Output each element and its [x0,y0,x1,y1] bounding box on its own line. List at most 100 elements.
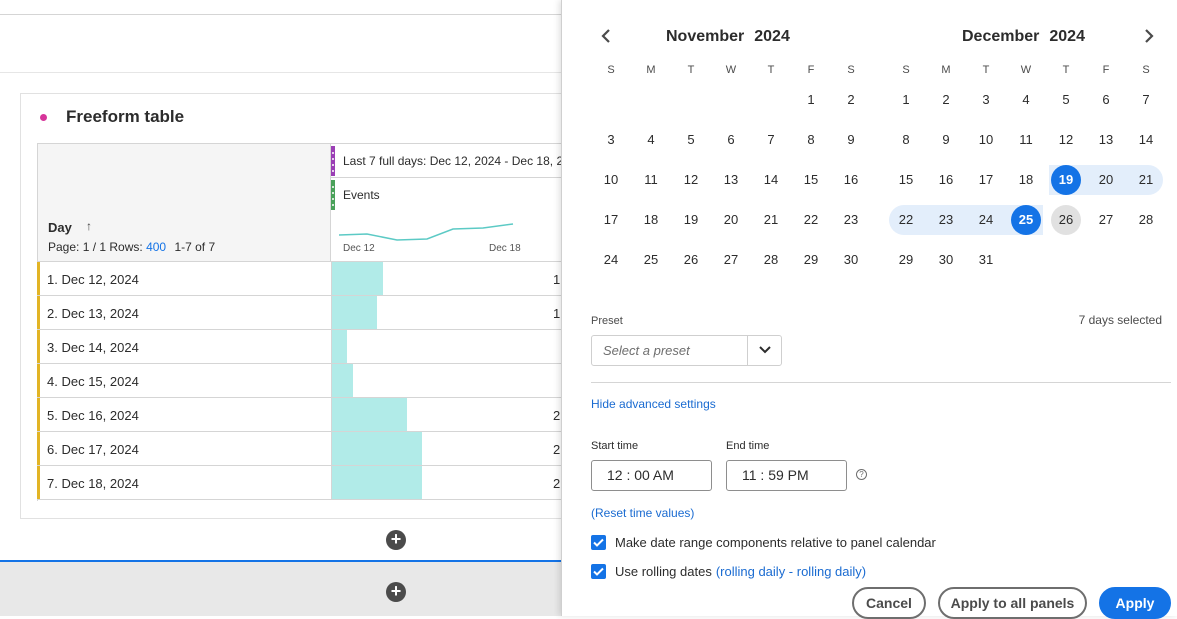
chevron-down-icon[interactable] [747,336,782,365]
calendar-day[interactable]: 29 [803,252,819,267]
metric-header[interactable]: Events [331,177,561,212]
calendar-day[interactable]: 15 [803,172,819,187]
dimension-header[interactable]: Day ↑ Page: 1 / 1 Rows: 400 1-7 of 7 [37,211,331,262]
calendar-day[interactable]: 10 [978,132,994,147]
calendar-day[interactable]: 4 [1022,92,1030,107]
table-row[interactable]: 2. Dec 13, 2024 1, [37,296,561,330]
calendar-day[interactable]: 23 [843,212,859,227]
calendar-day[interactable]: 16 [938,172,954,187]
calendar-day[interactable]: 22 [898,212,914,227]
cancel-button[interactable]: Cancel [852,587,926,619]
end-time-input[interactable]: 11 : 59 PM [726,460,847,491]
calendar-day[interactable]: 8 [902,132,910,147]
calendar-day[interactable]: 14 [1138,132,1154,147]
segment-drag-handle[interactable] [331,146,335,176]
table-row[interactable]: 3. Dec 14, 2024 [37,330,561,364]
calendar-day[interactable]: 13 [1098,132,1114,147]
panel-title[interactable]: Freeform table [66,107,185,126]
calendar-day[interactable]: 18 [643,212,659,227]
column-separator [331,296,332,330]
calendar-day[interactable]: 6 [1102,92,1110,107]
calendar-day[interactable]: 19 [683,212,699,227]
calendar-day[interactable]: 11 [1019,132,1033,147]
calendar-day[interactable]: 12 [683,172,699,187]
calendar-day[interactable]: 14 [763,172,779,187]
calendar-day[interactable]: 28 [763,252,779,267]
rolling-dates-link[interactable]: (rolling daily - rolling daily) [715,564,867,579]
table-row[interactable]: 5. Dec 16, 2024 2 [37,398,561,432]
calendar-day[interactable]: 9 [942,132,950,147]
calendar-day[interactable]: 5 [1062,92,1070,107]
calendar-day[interactable]: 8 [807,132,815,147]
column-separator [331,330,332,364]
rolling-dates-checkbox[interactable] [591,564,606,579]
table-row[interactable]: 6. Dec 17, 2024 2, [37,432,561,466]
metric-drag-handle[interactable] [331,180,335,210]
calendar-day[interactable]: 16 [843,172,859,187]
calendar-day[interactable]: 20 [723,212,739,227]
calendar-day[interactable]: 2 [942,92,950,107]
chevron-right-icon[interactable] [1137,24,1161,50]
sort-ascending-icon[interactable]: ↑ [86,219,92,233]
table-row[interactable]: 4. Dec 15, 2024 [37,364,561,398]
weekday-header: M [646,64,656,76]
calendar-day[interactable]: 26 [1051,205,1081,235]
calendar-day[interactable]: 26 [683,252,699,267]
table-row[interactable]: 1. Dec 12, 2024 1, [37,262,561,296]
calendar-day[interactable]: 27 [723,252,739,267]
calendar-day[interactable]: 5 [687,132,695,147]
info-icon[interactable]: ? [856,469,867,480]
calendar-day[interactable]: 27 [1098,212,1114,227]
calendar-day[interactable]: 3 [607,132,615,147]
apply-to-all-panels-button[interactable]: Apply to all panels [938,587,1087,619]
calendar-day[interactable]: 17 [603,212,619,227]
calendar-day[interactable]: 25 [643,252,659,267]
calendar-day[interactable]: 10 [603,172,619,187]
calendar-day[interactable]: 23 [938,212,954,227]
calendar-day[interactable]: 12 [1058,132,1074,147]
apply-button[interactable]: Apply [1099,587,1171,619]
calendar-day[interactable]: 11 [644,172,658,187]
calendar-day[interactable]: 30 [938,252,954,267]
preset-dropdown[interactable] [591,335,782,366]
calendar-day[interactable]: 20 [1098,172,1114,187]
calendar-day[interactable]: 7 [1142,92,1150,107]
calendar-day[interactable]: 24 [978,212,994,227]
calendar-day[interactable]: 30 [843,252,859,267]
chevron-left-icon[interactable] [594,24,618,50]
calendar-day[interactable]: 17 [978,172,994,187]
table-row[interactable]: 7. Dec 18, 2024 2, [37,466,561,500]
calendar-day[interactable]: 15 [898,172,914,187]
add-panel-icon[interactable]: + [386,582,406,602]
calendar-day[interactable]: 4 [647,132,655,147]
calendar-day[interactable]: 3 [982,92,990,107]
calendar-day[interactable]: 29 [898,252,914,267]
rows-per-page-link[interactable]: 400 [146,240,167,254]
row-marker [37,432,40,465]
calendar-day[interactable]: 19 [1051,165,1081,195]
calendar-day[interactable]: 1 [807,92,815,107]
hide-advanced-settings-link[interactable]: Hide advanced settings [591,397,716,411]
calendar-day[interactable]: 18 [1018,172,1034,187]
preset-label: Preset [591,315,623,327]
add-component-icon[interactable]: + [386,530,406,550]
calendar-day[interactable]: 24 [603,252,619,267]
calendar-day[interactable]: 28 [1138,212,1154,227]
calendar-day[interactable]: 31 [978,252,994,267]
start-time-input[interactable]: 12 : 00 AM [591,460,712,491]
calendar-day[interactable]: 6 [727,132,735,147]
calendar-day[interactable]: 25 [1011,205,1041,235]
reset-time-values-link[interactable]: (Reset time values) [591,506,695,520]
calendar-day[interactable]: 21 [1138,172,1154,187]
calendar-day[interactable]: 9 [847,132,855,147]
relative-calendar-checkbox[interactable] [591,535,606,550]
calendar-day[interactable]: 7 [767,132,775,147]
preset-input[interactable] [592,336,747,365]
calendar-day[interactable]: 1 [902,92,910,107]
row-number: 7. [47,476,58,491]
calendar-day[interactable]: 21 [763,212,779,227]
segment-header[interactable]: Last 7 full days: Dec 12, 2024 - Dec 18,… [331,143,561,178]
calendar-day[interactable]: 22 [803,212,819,227]
calendar-day[interactable]: 2 [847,92,855,107]
calendar-day[interactable]: 13 [723,172,739,187]
